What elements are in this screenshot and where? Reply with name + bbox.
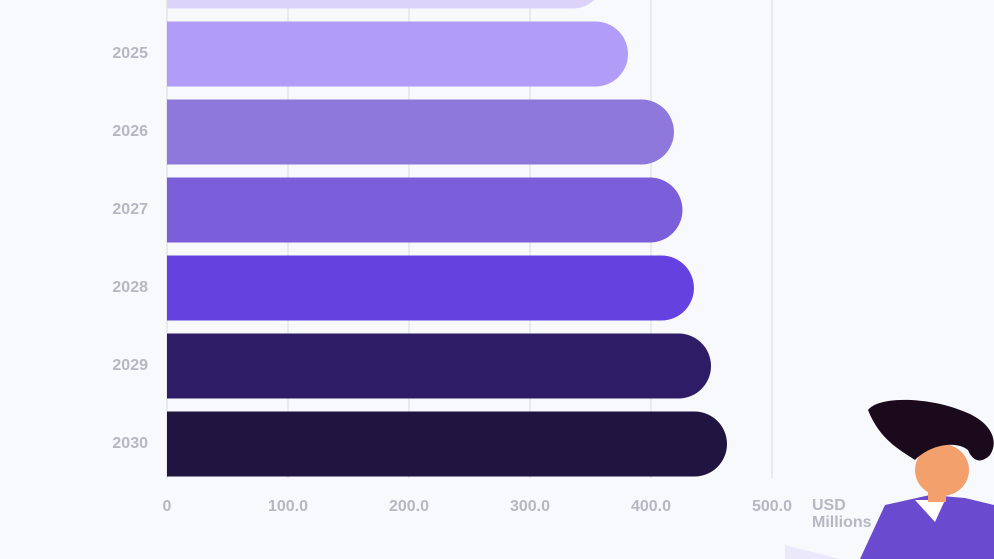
x-tick-label: 100.0 [268,498,308,515]
x-tick-label: 0 [163,498,172,515]
x-tick-label: 400.0 [631,498,671,515]
bar [167,21,628,87]
bar [167,177,683,243]
illustration [785,399,994,559]
bar [167,0,595,9]
y-tick-label: 2029 [112,357,148,374]
x-tick-label: 500.0 [752,498,792,515]
bar [167,99,674,165]
bars [167,0,727,477]
x-tick-label: 300.0 [510,498,550,515]
y-tick-label: 2027 [112,201,148,218]
bar [167,333,712,399]
y-tick-label: 2030 [112,435,148,452]
x-axis-label: USD Millions [812,497,872,531]
y-tick-label: 2028 [112,279,148,296]
bar [167,411,727,477]
y-tick-label: 2026 [112,123,148,140]
bar [167,255,694,321]
y-tick-label: 2025 [112,45,148,62]
x-tick-label: 200.0 [389,498,429,515]
